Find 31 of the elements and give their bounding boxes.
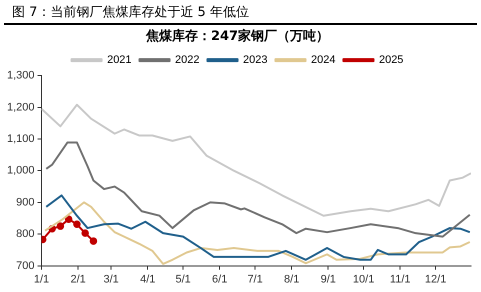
legend-label: 2021: [107, 54, 132, 66]
y-tick-label: 1,200: [6, 101, 35, 114]
y-tick-label: 800: [16, 228, 35, 240]
point: [81, 229, 89, 237]
legend-label: 2024: [310, 54, 336, 66]
legend-label: 2022: [175, 54, 200, 66]
x-tick-label: 10/1: [352, 273, 374, 286]
x-tick-label: 12/1: [424, 273, 446, 286]
y-tick-label: 1,100: [6, 133, 35, 146]
point: [56, 222, 64, 230]
x-tick-label: 7/1: [247, 273, 263, 286]
legend-label: 2025: [378, 54, 404, 66]
point: [73, 220, 81, 228]
x-tick-label: 1/1: [34, 273, 50, 286]
x-tick-label: 2/1: [70, 273, 86, 286]
x-tick-label: 6/1: [212, 273, 228, 286]
x-tick-label: 9/1: [320, 273, 336, 286]
y-tick-label: 1,300: [6, 70, 35, 82]
x-tick-label: 3/1: [103, 273, 119, 286]
x-tick-label: 8/1: [284, 273, 300, 286]
x-tick-label: 11/1: [390, 273, 411, 286]
y-tick-label: 900: [16, 196, 35, 208]
y-tick-label: 1,000: [6, 164, 35, 177]
point: [64, 215, 72, 223]
point: [90, 237, 98, 245]
y-tick-label: 700: [16, 260, 35, 272]
chart-subtitle: 焦煤库存：247家钢厂（万吨）: [144, 28, 330, 44]
x-tick-label: 4/1: [140, 273, 156, 286]
x-tick-label: 5/1: [175, 273, 191, 286]
chart-title: 图 7：当前钢厂焦煤库存处于近 5 年低位: [4, 0, 477, 25]
legend-label: 2023: [243, 54, 268, 66]
